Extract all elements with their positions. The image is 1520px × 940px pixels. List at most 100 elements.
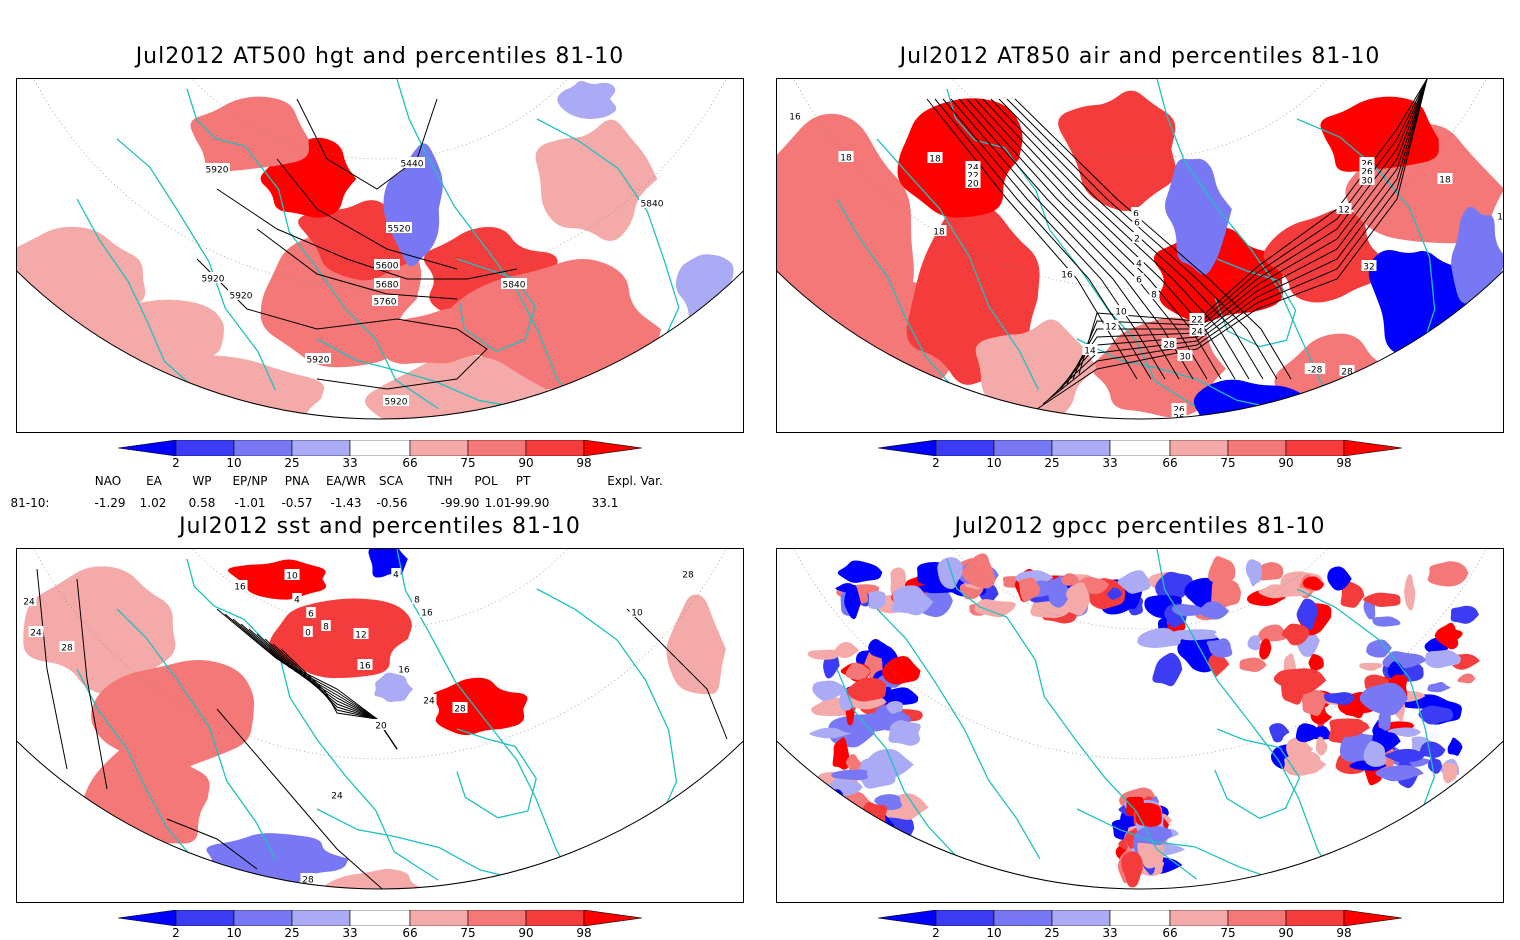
percentile-patch xyxy=(1269,723,1290,743)
map-panel-sst: 24 24 28 16 10 4 6 0 8 12 16 20 24 28 28 10 4 8 16 16 24 28 xyxy=(16,548,744,903)
contour-label-box xyxy=(1113,305,1129,316)
percentile-patch xyxy=(1441,628,1463,641)
colorbar-tick-label: 2 xyxy=(932,456,940,470)
percentile-patch xyxy=(227,559,327,600)
contour-label: 12 xyxy=(1338,206,1349,216)
coastline xyxy=(456,258,536,353)
coastline xyxy=(76,668,196,862)
contour-label-box xyxy=(965,169,981,180)
colorbar-tick-label: 25 xyxy=(1044,456,1060,470)
coastline xyxy=(316,808,518,880)
contour-label: 28 xyxy=(302,876,314,886)
contour-label: 5760 xyxy=(374,298,397,308)
contour-label: 16 xyxy=(421,609,433,619)
contour-label: 24 xyxy=(23,598,35,608)
colorbar-tick-label: 33 xyxy=(342,456,358,470)
percentile-patch xyxy=(1281,623,1310,646)
contour-label-box xyxy=(1336,203,1352,214)
contour-label-box xyxy=(306,607,316,618)
coastline xyxy=(876,138,1040,390)
contour-label-box xyxy=(292,593,302,604)
contour-label: 5920 xyxy=(385,398,408,408)
percentile-patch xyxy=(1427,561,1469,587)
percentile-patch xyxy=(1447,737,1463,756)
percentile-patch xyxy=(1384,748,1425,763)
contour-label-box xyxy=(1132,232,1142,243)
contour-label: 24 xyxy=(423,697,435,707)
contour-label-box xyxy=(321,620,331,631)
colorbar-tick-label: 75 xyxy=(460,926,476,940)
percentile-patch xyxy=(1259,638,1272,660)
contour-label: 4 xyxy=(393,571,399,581)
colorbar-tick-label: 66 xyxy=(402,926,418,940)
contour-label: 16 xyxy=(1497,213,1503,223)
colorbar-tick-label: 33 xyxy=(1102,456,1118,470)
percentile-patch xyxy=(1308,653,1324,672)
panel-title-hgt: Jul2012 AT500 hgt and percentiles 81-10 xyxy=(135,44,625,69)
panel-title-gpcc: Jul2012 gpcc percentiles 81-10 xyxy=(954,514,1326,539)
contour-label: 16 xyxy=(1061,271,1073,281)
contour-label: -28 xyxy=(1308,366,1323,376)
percentile-patch xyxy=(1208,556,1236,583)
contour-line xyxy=(76,578,108,790)
coastline xyxy=(1156,549,1339,883)
contour-label: 5840 xyxy=(641,200,664,210)
teleconnection-row-label: 81-10: xyxy=(10,496,50,510)
contour-label: 16 xyxy=(359,662,371,672)
contour-label: 26 xyxy=(1173,406,1185,416)
percentile-patch xyxy=(535,119,658,242)
contour-label-box xyxy=(965,161,981,172)
contour-line xyxy=(1042,79,1428,405)
contour-label: 22 xyxy=(1177,430,1188,433)
teleconnection-header: PNA xyxy=(284,474,310,488)
colorbar-tick-label: 90 xyxy=(518,926,534,940)
contour-label: 12 xyxy=(1105,323,1116,333)
contour-label-box xyxy=(1103,320,1119,331)
map-hgt-canvas: 5920 5440 5520 5840 5600 5680 5760 5840 5920 5920… xyxy=(17,79,743,420)
teleconnection-value: -1.29 xyxy=(94,496,126,510)
contour-label-box xyxy=(1161,338,1177,349)
contour-label: 5920 xyxy=(230,292,253,302)
teleconnection-header: PT xyxy=(515,474,531,488)
percentile-patch xyxy=(1375,765,1424,782)
contour-label-box xyxy=(680,568,696,579)
percentile-patch xyxy=(868,591,886,610)
percentile-patch xyxy=(1135,802,1162,827)
map-gpcc-canvas xyxy=(777,549,1503,890)
coastline xyxy=(76,198,198,391)
teleconnection-header: NAO xyxy=(94,474,122,488)
teleconnection-header: WP xyxy=(192,474,212,488)
teleconnection-value: -99.90 xyxy=(440,496,480,510)
coastline xyxy=(1296,118,1436,360)
contour-line xyxy=(982,98,1236,380)
contour-label-box xyxy=(1172,419,1187,430)
contour-label-box xyxy=(228,289,254,300)
map-panel-air: 16 18 18 18 24 22 20 6 6 2 4 6 8 10 12 14 16 22 24 28 30 26 26… xyxy=(776,78,1504,433)
percentile-patch xyxy=(1211,575,1242,610)
contour-label: 28 xyxy=(682,571,694,581)
contour-label: 5680 xyxy=(376,281,399,291)
contour-line xyxy=(998,98,1264,380)
teleconnection-header: EA/WR xyxy=(325,474,367,488)
colorbar-tick-label: 33 xyxy=(1102,926,1118,940)
contour-label: 5440 xyxy=(401,160,424,170)
contour-label-box xyxy=(1131,207,1141,218)
contour-label-box xyxy=(232,580,248,591)
contour-label-box xyxy=(353,628,369,639)
colorbar-tick-label: 75 xyxy=(1220,926,1236,940)
contour-label-box xyxy=(1189,325,1205,336)
percentile-patch xyxy=(831,769,869,781)
percentile-patch xyxy=(1363,741,1387,768)
contour-label-box xyxy=(1149,288,1159,299)
colorbar-tick-label: 2 xyxy=(932,926,940,940)
coastline xyxy=(946,558,1198,880)
percentile-patch xyxy=(440,258,661,390)
percentile-patch xyxy=(1061,573,1079,586)
contour-label: 6 xyxy=(1133,210,1139,220)
percentile-patch xyxy=(1451,206,1503,304)
percentile-patch xyxy=(1047,575,1072,608)
percentile-patch xyxy=(269,598,412,679)
contour-label-box xyxy=(927,152,943,163)
percentile-patch xyxy=(1457,673,1476,684)
contour-line xyxy=(626,608,728,740)
